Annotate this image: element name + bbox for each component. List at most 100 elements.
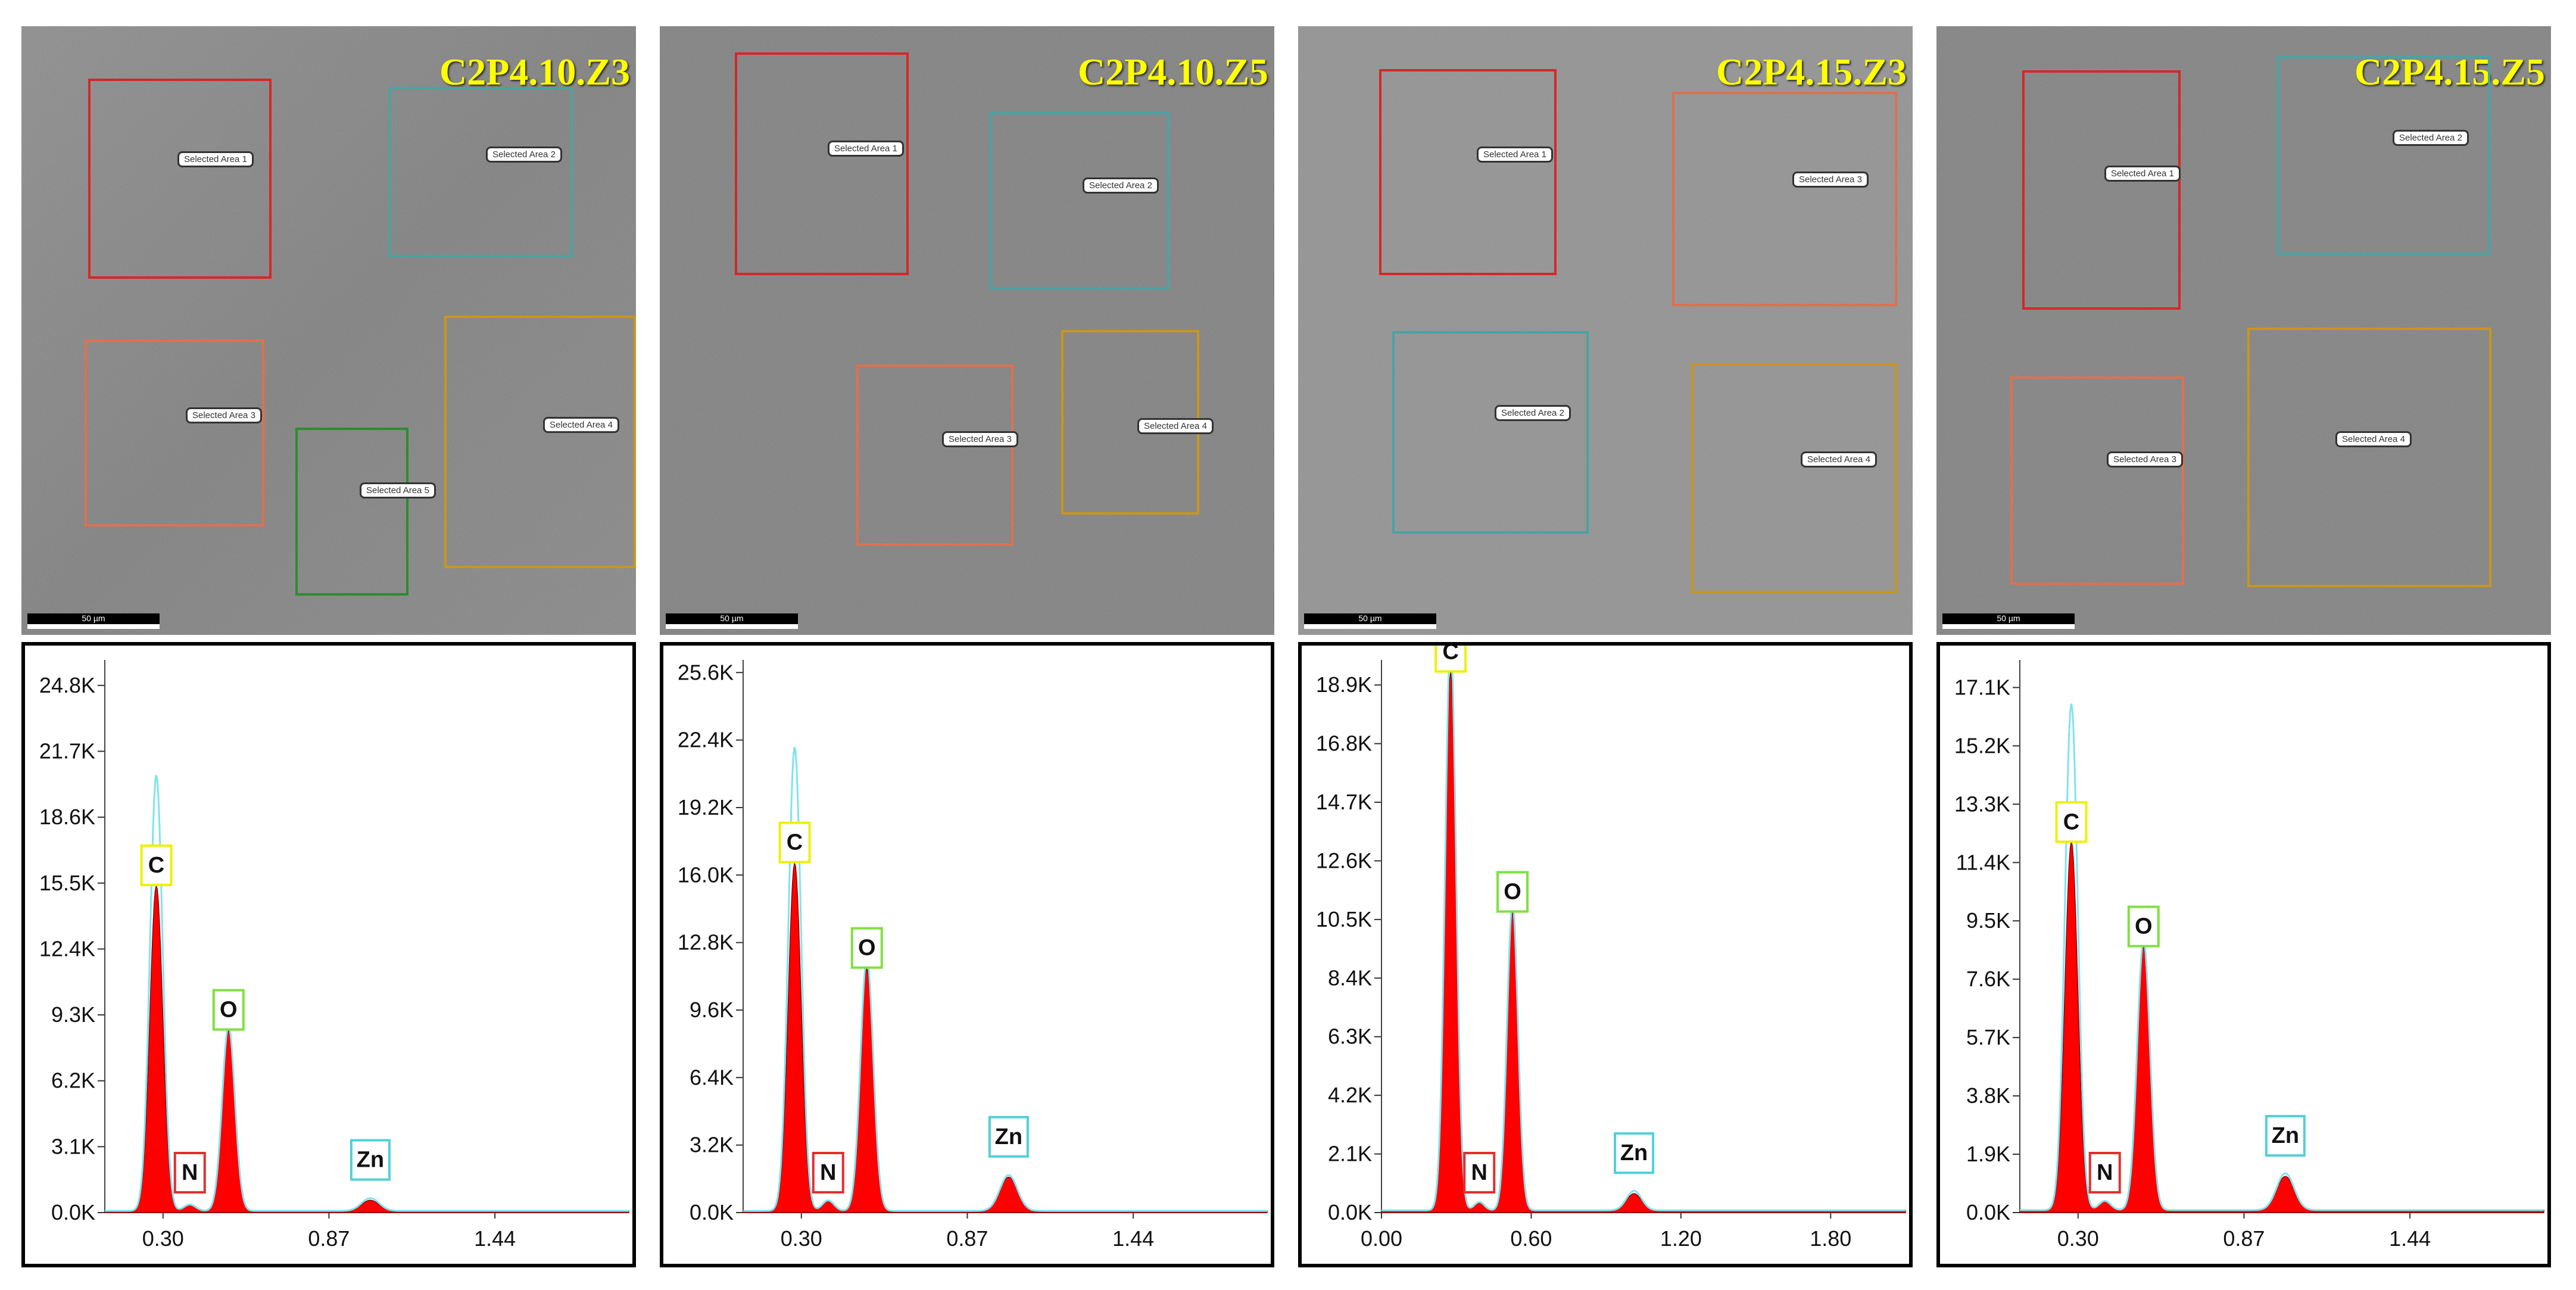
peak-label-box: [812, 1152, 844, 1194]
selected-area-box: [1392, 331, 1589, 534]
peak-label-text: C: [1442, 646, 1458, 664]
x-tick-label: 1.44: [474, 1226, 516, 1251]
scale-bar: 50 µm: [1942, 613, 2075, 629]
peak-label-box: [212, 989, 245, 1031]
peak-label-text: O: [220, 998, 238, 1023]
peak-label-o: O: [1496, 871, 1529, 913]
selected-area-box: [295, 428, 408, 596]
y-tick-label: 6.2K: [51, 1068, 95, 1093]
x-tick-label: 1.20: [1660, 1226, 1702, 1251]
peak-label-o: O: [212, 989, 245, 1031]
peak-label-c: C: [778, 821, 811, 864]
selected-area-box: [2277, 56, 2490, 255]
peak-label-text: C: [2063, 809, 2079, 834]
selected-area-label: Selected Area 3: [186, 407, 262, 423]
panel-3: C2P4.15.Z3 Selected Area 1 Selected Area…: [1298, 0, 1913, 1290]
selected-area-box: [990, 112, 1170, 289]
peak-label-zn: Zn: [350, 1139, 391, 1181]
scale-bar-label: 50 µm: [720, 613, 744, 623]
y-tick-label: 21.7K: [39, 739, 95, 763]
peak-label-n: N: [812, 1152, 844, 1194]
y-tick-label: 17.1K: [1954, 675, 2010, 699]
selected-area-label: Selected Area 1: [177, 151, 254, 167]
sem-image-4: C2P4.15.Z5 Selected Area 1 Selected Area…: [1936, 26, 2551, 635]
y-tick-label: 4.2K: [1328, 1083, 1372, 1107]
selected-area-box: [735, 52, 909, 275]
panel-title: C2P4.10.Z5: [1078, 51, 1268, 93]
selected-area-label: Selected Area 4: [2335, 431, 2412, 447]
panel-title: C2P4.10.Z3: [439, 51, 630, 93]
scale-bar-label: 50 µm: [1997, 613, 2020, 623]
sem-texture-4: [1936, 26, 2551, 635]
fit-line: [1381, 659, 1906, 1211]
sem-texture-1: [21, 26, 636, 635]
selected-area-label: Selected Area 1: [1477, 147, 1553, 163]
peak-label-zn: Zn: [988, 1115, 1029, 1158]
y-tick-label: 3.1K: [51, 1134, 95, 1158]
y-tick-label: 2.1K: [1328, 1142, 1372, 1166]
panel-1: C2P4.10.Z3 Selected Area 1 Selected Area…: [21, 0, 636, 1290]
peak-label-text: O: [858, 936, 876, 961]
peak-label-box: [2088, 1152, 2121, 1194]
selected-area-label: Selected Area 3: [942, 431, 1018, 447]
spectrum-fill: [1381, 671, 1906, 1213]
y-tick-label: 16.8K: [1316, 731, 1372, 756]
scale-bar-label: 50 µm: [82, 613, 105, 623]
y-tick-label: 12.6K: [1316, 848, 1372, 873]
y-tick-label: 14.7K: [1316, 790, 1372, 814]
selected-area-label: Selected Area 5: [360, 482, 436, 498]
y-tick-label: 19.2K: [678, 795, 734, 820]
peak-label-box: [350, 1139, 391, 1181]
peak-label-n: N: [173, 1152, 206, 1194]
peak-label-box: [2265, 1115, 2306, 1157]
fit-line: [2020, 703, 2544, 1211]
selected-area-box: [856, 364, 1013, 546]
selected-area-box: [85, 339, 264, 526]
peak-label-n: N: [2088, 1152, 2121, 1194]
peak-label-box: [173, 1152, 206, 1194]
y-tick-label: 0.0K: [1966, 1200, 2010, 1224]
y-tick-label: 12.4K: [39, 936, 95, 961]
y-tick-label: 0.0K: [690, 1200, 734, 1224]
y-tick-label: 8.4K: [1328, 965, 1372, 990]
x-tick-label: 0.87: [946, 1226, 988, 1251]
y-tick-label: 13.3K: [1954, 792, 2010, 816]
peak-label-box: [2127, 905, 2160, 948]
x-tick-label: 0.87: [308, 1226, 350, 1251]
y-tick-label: 6.4K: [690, 1065, 734, 1089]
x-tick-label: 1.44: [1112, 1226, 1154, 1251]
selected-area-label: Selected Area 2: [1083, 177, 1159, 194]
eds-chart-svg: 0.0K 3.1K 6.2K 9.3K 12.4K 15.5K 18.6K 21.7K 24.8…: [39, 660, 629, 1251]
y-tick-label: 24.8K: [39, 673, 95, 697]
peak-label-c: C: [2055, 801, 2088, 843]
sem-image-2: C2P4.10.Z5 Selected Area 1 Selected Area…: [660, 26, 1274, 635]
peak-label-text: Zn: [995, 1124, 1022, 1149]
peak-label-box: [1496, 871, 1529, 913]
selected-area-box: [2010, 376, 2184, 585]
peak-label-o: O: [850, 927, 883, 969]
eds-spectrum-3: 0.0K 2.1K 4.2K 6.3K 8.4K 10.5K 12.6K 14.7K 16.8K…: [1298, 642, 1913, 1267]
y-tick-label: 9.3K: [51, 1002, 95, 1027]
peak-label-text: C: [148, 853, 164, 878]
peak-label-text: N: [820, 1160, 836, 1185]
fit-line: [743, 746, 1267, 1212]
selected-area-label: Selected Area 2: [1495, 405, 1571, 421]
panel-title: C2P4.15.Z3: [1716, 51, 1907, 93]
peak-label-zn: Zn: [2265, 1115, 2306, 1157]
y-tick-label: 3.2K: [690, 1133, 734, 1157]
selected-area-label: Selected Area 3: [2107, 451, 2183, 468]
y-tick-label: 0.0K: [51, 1200, 95, 1224]
peak-label-zn: Zn: [1614, 1132, 1655, 1174]
selected-area-box: [88, 79, 272, 279]
selected-area-box: [1691, 363, 1897, 593]
eds-chart-svg: 0.0K 2.1K 4.2K 6.3K 8.4K 10.5K 12.6K 14.7K 16.8K…: [1316, 646, 1906, 1251]
peak-label-text: O: [1504, 880, 1521, 905]
peak-label-box: [1463, 1152, 1496, 1194]
eds-spectrum-1: 0.0K 3.1K 6.2K 9.3K 12.4K 15.5K 18.6K 21.7K 24.8…: [21, 642, 636, 1267]
panel-4: C2P4.15.Z5 Selected Area 1 Selected Area…: [1936, 0, 2551, 1290]
y-tick-label: 25.6K: [678, 660, 734, 684]
eds-chart-svg: 0.0K 1.9K 3.8K 5.7K 7.6K 9.5K 11.4K 13.3K 15.2K 1…: [1954, 660, 2544, 1251]
y-tick-label: 15.2K: [1954, 733, 2010, 758]
peak-label-box: [2055, 801, 2088, 843]
selected-area-label: Selected Area 1: [2104, 166, 2181, 182]
